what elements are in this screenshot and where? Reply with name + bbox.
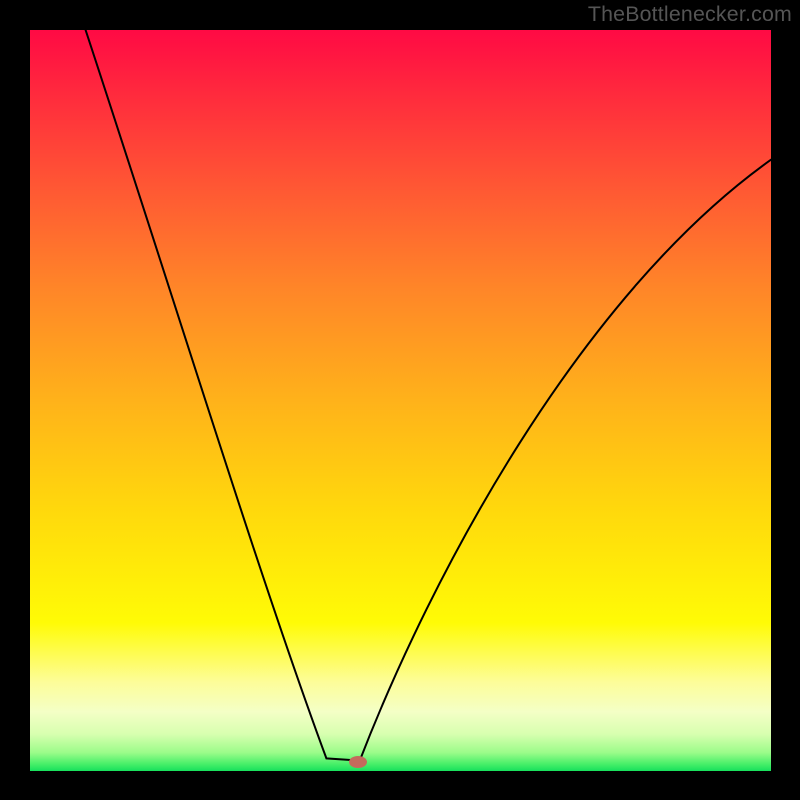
- plot-svg: [30, 30, 771, 771]
- optimum-marker: [349, 756, 367, 768]
- watermark-text: TheBottlenecker.com: [588, 2, 792, 27]
- plot-background: [30, 30, 771, 771]
- plot-area: [30, 30, 771, 771]
- figure-canvas: TheBottlenecker.com: [0, 0, 800, 800]
